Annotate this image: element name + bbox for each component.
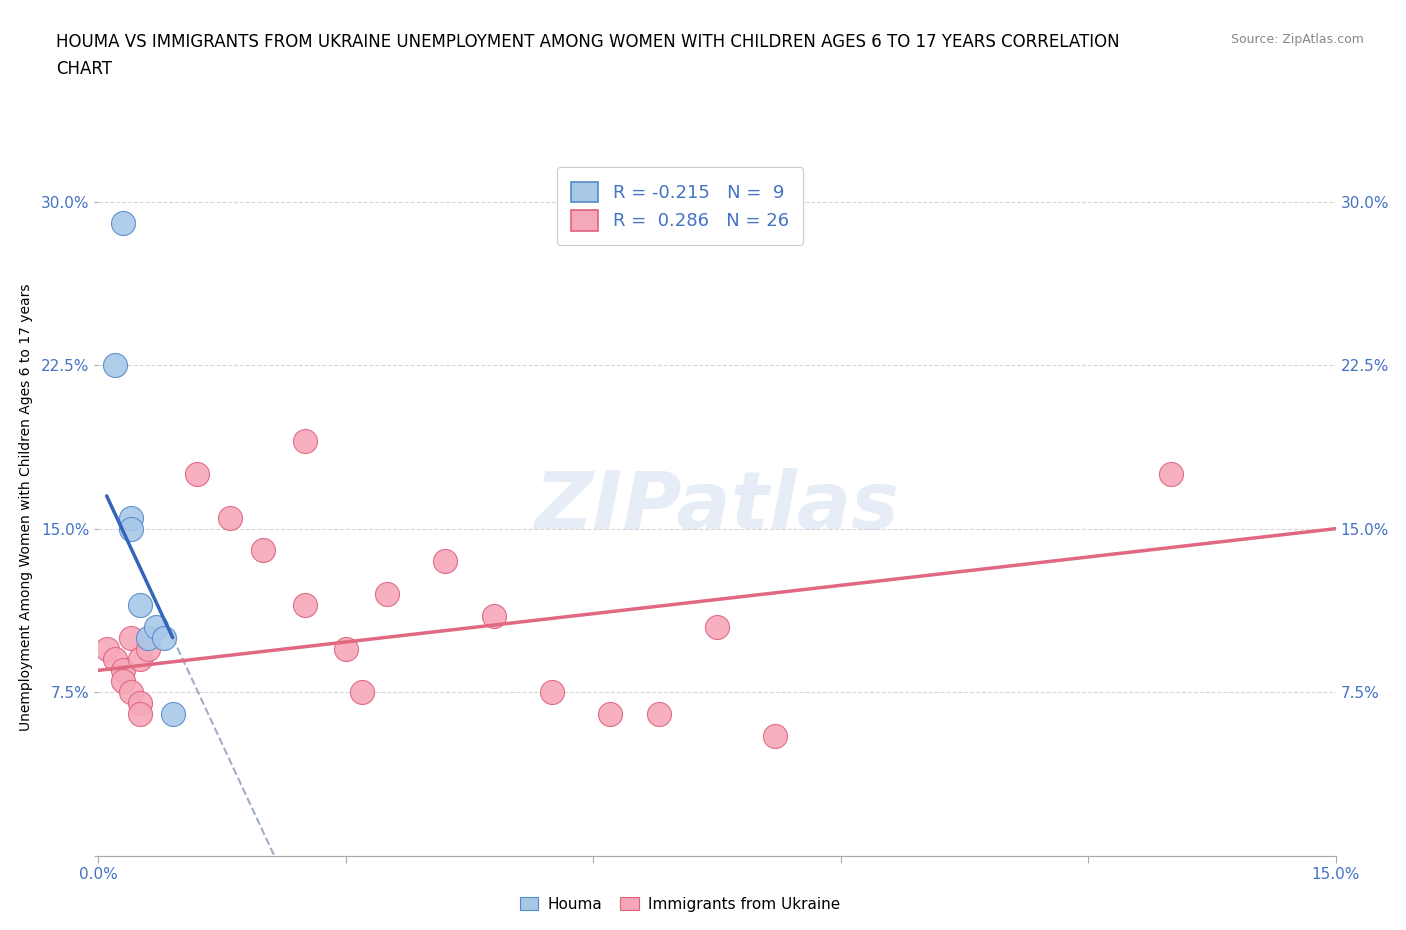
Text: ZIPatlas: ZIPatlas [534,468,900,546]
Point [335,641,357,656]
Point [541,684,564,699]
Point [112,216,135,231]
Point [294,434,316,449]
Point [294,597,316,612]
Y-axis label: Unemployment Among Women with Children Ages 6 to 17 years: Unemployment Among Women with Children A… [18,283,32,731]
Point [153,631,176,645]
Legend: Houma, Immigrants from Ukraine: Houma, Immigrants from Ukraine [513,890,846,918]
Point [96,641,118,656]
Point [706,619,728,634]
Point [433,554,456,569]
Point [763,728,786,743]
Point [252,543,274,558]
Text: HOUMA VS IMMIGRANTS FROM UKRAINE UNEMPLOYMENT AMONG WOMEN WITH CHILDREN AGES 6 T: HOUMA VS IMMIGRANTS FROM UKRAINE UNEMPLO… [56,33,1119,50]
Point [219,511,242,525]
Point [1160,467,1182,482]
Point [136,641,159,656]
Point [112,663,135,678]
Point [120,511,142,525]
Point [599,707,621,722]
Point [120,521,142,536]
Point [145,619,167,634]
Point [120,631,142,645]
Point [136,631,159,645]
Point [120,684,142,699]
Point [352,684,374,699]
Text: CHART: CHART [56,60,112,78]
Point [104,358,127,373]
Point [162,707,184,722]
Text: Source: ZipAtlas.com: Source: ZipAtlas.com [1230,33,1364,46]
Point [128,652,150,667]
Point [112,673,135,688]
Point [128,707,150,722]
Point [375,587,398,602]
Point [128,597,150,612]
Point [128,696,150,711]
Point [484,608,506,623]
Point [648,707,671,722]
Point [186,467,208,482]
Point [104,652,127,667]
